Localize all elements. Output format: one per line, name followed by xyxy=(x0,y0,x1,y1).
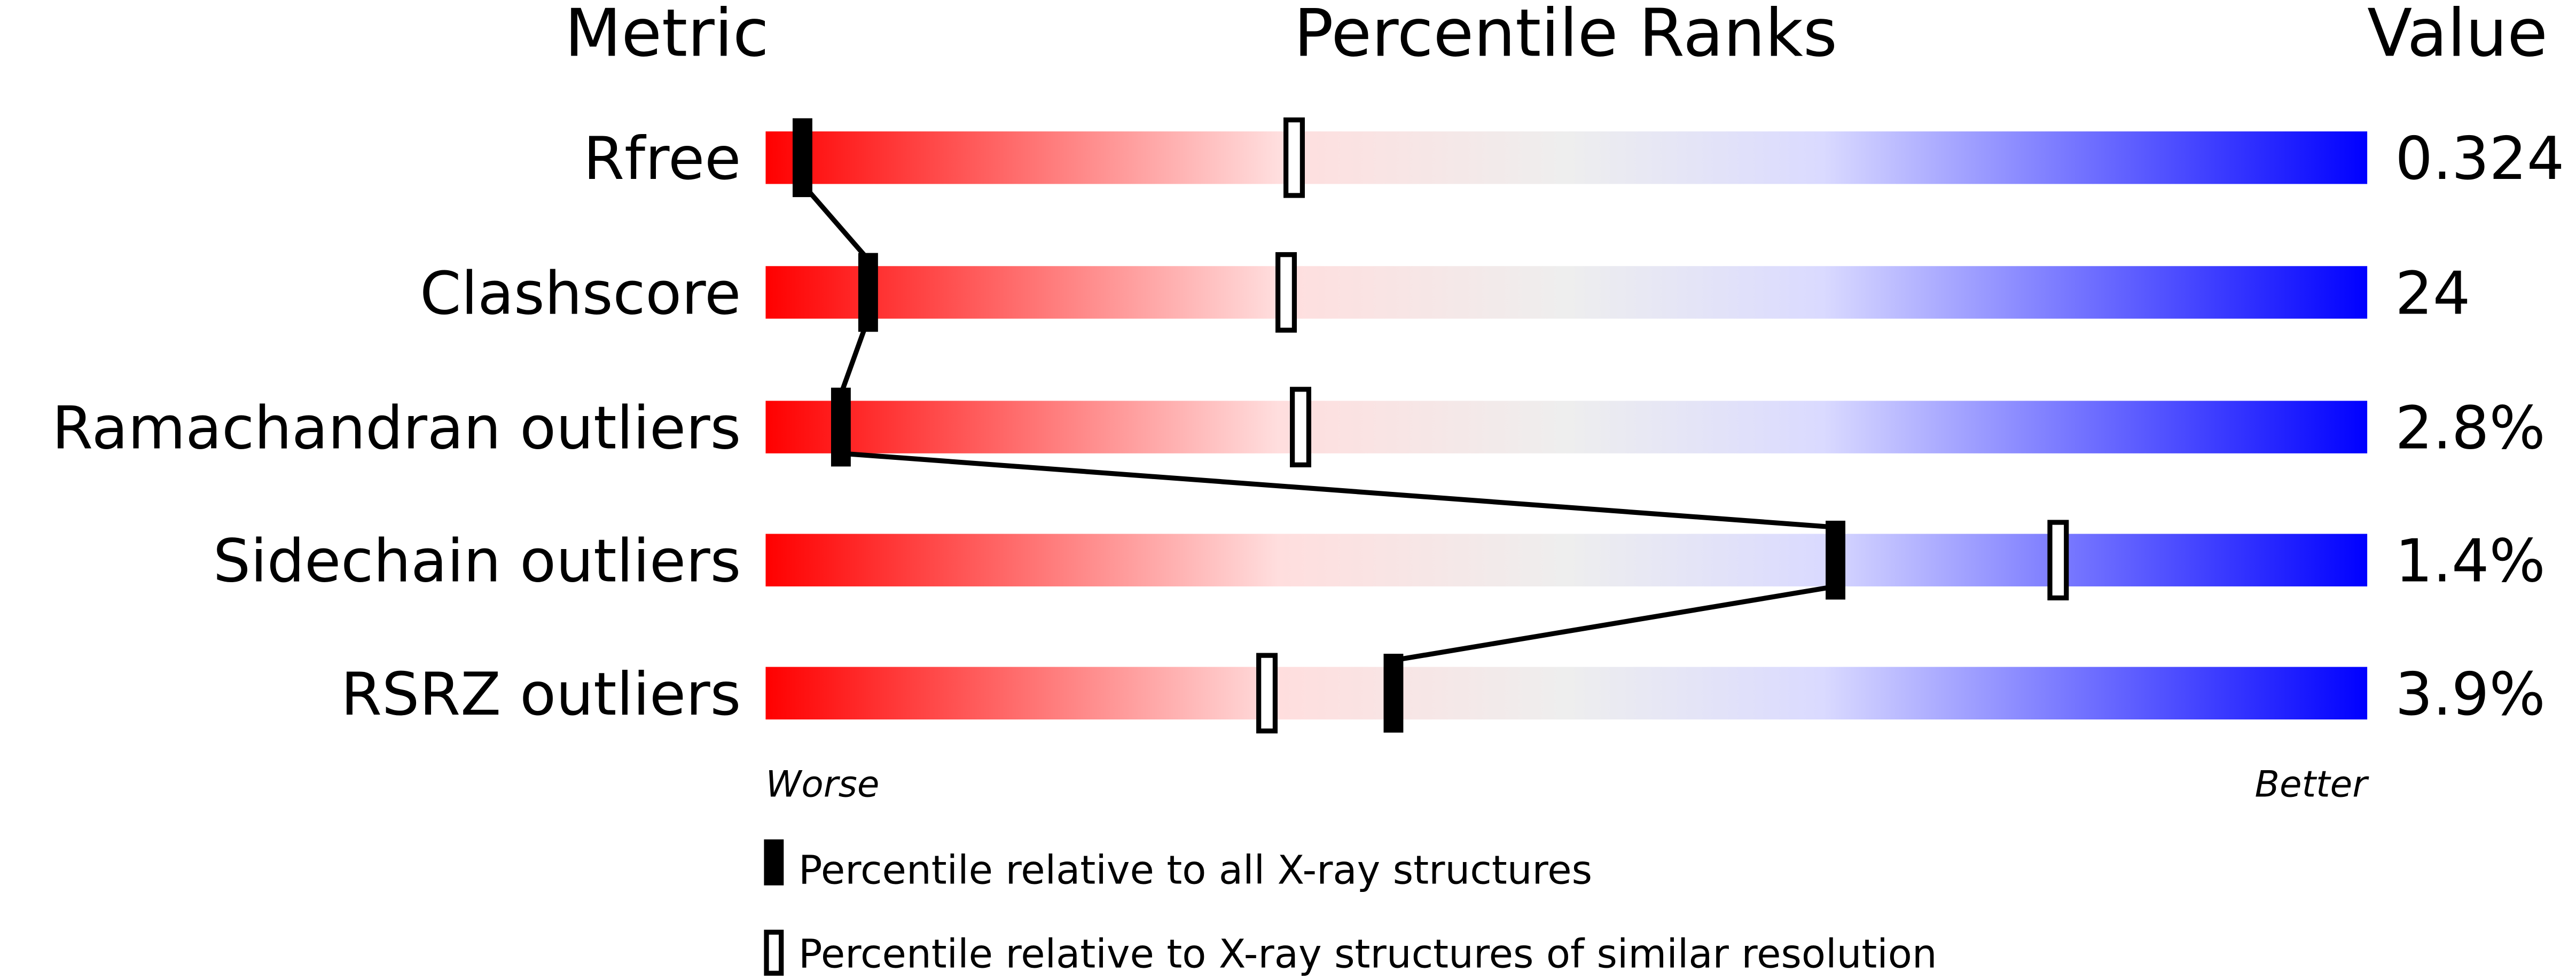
connector-line xyxy=(839,318,871,395)
marker-all-structures xyxy=(1383,654,1404,733)
metric-value: 0.324 xyxy=(2395,124,2564,193)
metric-value: 3.9% xyxy=(2395,660,2545,729)
axis-label-better: Better xyxy=(2255,763,2370,805)
metric-value: 2.8% xyxy=(2395,394,2545,463)
marker-all-structures xyxy=(858,253,878,332)
legend-all-marker xyxy=(764,839,784,886)
connector-line xyxy=(841,451,1836,530)
legend-similar-marker xyxy=(764,929,784,976)
header-value: Value xyxy=(2367,0,2548,72)
marker-similar-resolution xyxy=(1256,653,1278,734)
marker-similar-resolution xyxy=(1275,252,1297,333)
connector-line xyxy=(1393,584,1836,663)
percentile-bar xyxy=(765,266,2368,319)
header-metric: Metric xyxy=(565,0,769,72)
marker-similar-resolution xyxy=(2047,520,2069,601)
legend-all-label: Percentile relative to all X-ray structu… xyxy=(798,848,1592,894)
metric-label: RSRZ outliers xyxy=(341,660,741,729)
marker-all-structures xyxy=(793,118,812,198)
legend-similar-label: Percentile relative to X-ray structures … xyxy=(798,931,1937,977)
marker-similar-resolution xyxy=(1290,387,1312,467)
percentile-bar xyxy=(765,667,2368,720)
connector-line xyxy=(800,182,870,261)
metric-value: 24 xyxy=(2395,259,2470,328)
percentile-bar xyxy=(765,534,2368,586)
percentile-bar xyxy=(765,401,2368,453)
metric-label: Ramachandran outliers xyxy=(52,394,741,463)
marker-similar-resolution xyxy=(1283,117,1305,198)
metric-label: Rfree xyxy=(583,124,741,193)
metric-label: Clashscore xyxy=(420,259,741,328)
metric-value: 1.4% xyxy=(2395,527,2545,596)
header-percentile-ranks: Percentile Ranks xyxy=(1294,0,1837,72)
metric-label: Sidechain outliers xyxy=(213,527,741,596)
percentile-bar xyxy=(765,131,2368,184)
axis-label-worse: Worse xyxy=(765,763,879,805)
